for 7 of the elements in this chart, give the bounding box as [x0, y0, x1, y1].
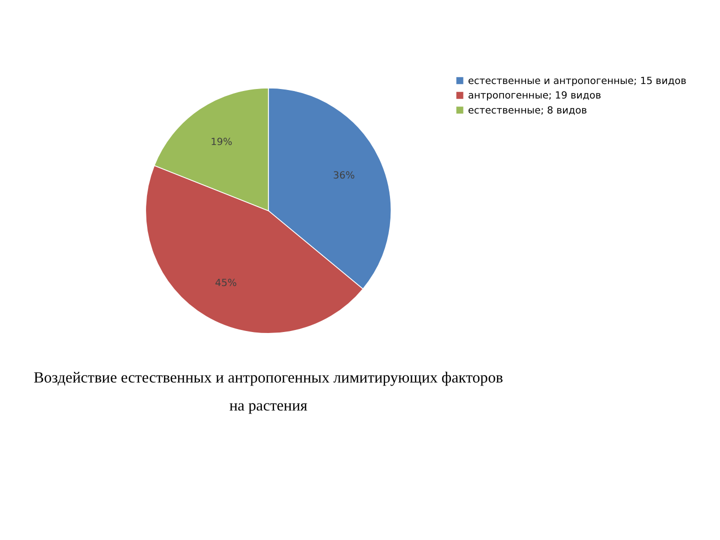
- data-label: 19%: [210, 136, 232, 148]
- text: Воздействие естественных и антропогенных лимитирующих факторов на растения: [34, 370, 504, 414]
- legend-label: естественные; 8 видов: [468, 105, 588, 116]
- legend-label: естественные и антропогенные; 15 видов: [468, 76, 687, 87]
- legend-label: антропогенные; 19 видов: [468, 90, 602, 102]
- data-label: 36%: [332, 170, 355, 182]
- data-label: 45%: [214, 278, 237, 289]
